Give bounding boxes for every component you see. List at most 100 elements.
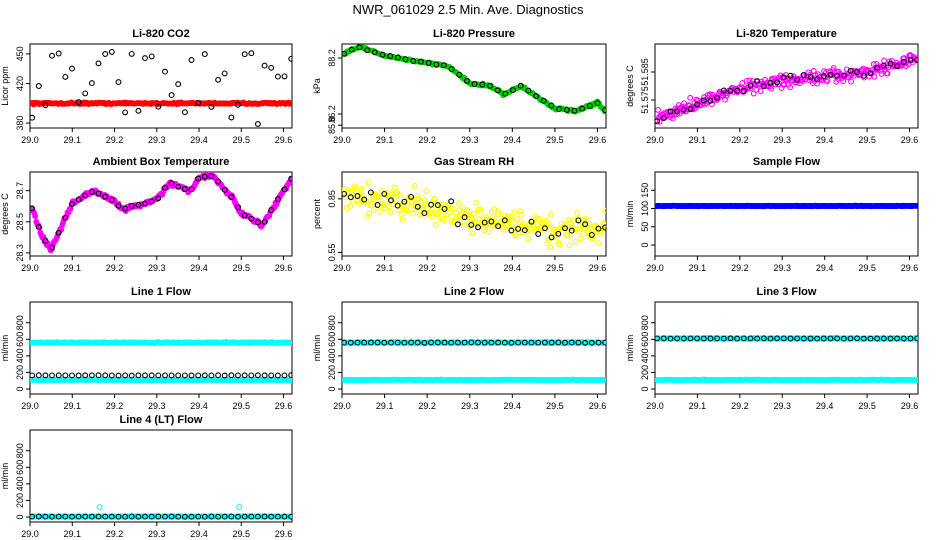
data-point xyxy=(757,88,764,95)
data-point xyxy=(402,56,409,63)
data-point xyxy=(35,83,42,89)
x-tick-label: 29.1 xyxy=(376,135,394,145)
chart-pressure: Li-820 Pressure 29.0 29.1 29.2 29.3 29.4 29.5 2… xyxy=(312,28,607,145)
data-point xyxy=(235,372,241,379)
y-axis-label: kPa xyxy=(312,78,322,94)
data-point xyxy=(800,72,807,78)
x-tick-label: 29.1 xyxy=(689,135,707,145)
data-point xyxy=(820,335,827,342)
y-axis-label: Licor ppm xyxy=(0,66,10,106)
data-point xyxy=(508,339,515,346)
x-tick-label: 29.6 xyxy=(901,401,919,411)
data-point xyxy=(460,222,467,229)
data-point xyxy=(155,103,162,110)
data-point xyxy=(366,210,373,217)
data-point xyxy=(674,335,681,342)
data-point xyxy=(261,62,268,69)
data-point xyxy=(102,193,109,200)
data-point xyxy=(867,335,874,342)
data-point xyxy=(878,70,885,77)
data-point xyxy=(800,335,807,342)
data-point xyxy=(564,232,571,239)
data-point xyxy=(42,102,49,109)
y-tick-label: 400 xyxy=(327,348,337,363)
data-point xyxy=(148,53,155,60)
data-point xyxy=(195,99,202,106)
data-point xyxy=(556,241,563,248)
data-point xyxy=(900,59,907,65)
data-point xyxy=(75,513,82,520)
data-point xyxy=(455,200,462,206)
series-line3-marks xyxy=(655,335,918,342)
data-point xyxy=(95,513,102,520)
data-point xyxy=(288,372,292,379)
data-point xyxy=(521,227,528,234)
data-point xyxy=(347,339,354,346)
data-point xyxy=(201,173,208,180)
data-point xyxy=(155,195,162,202)
series-ambient-marks xyxy=(30,173,292,251)
data-point xyxy=(453,213,460,220)
y-tick-label: 400 xyxy=(640,348,650,363)
data-point xyxy=(69,513,75,520)
data-point xyxy=(874,64,881,71)
data-point xyxy=(475,224,481,231)
data-point xyxy=(448,198,455,205)
data-point xyxy=(449,205,456,212)
data-point xyxy=(358,185,365,192)
y-tick-label: 800 xyxy=(15,443,25,458)
chart-title: Line 4 (LT) Flow xyxy=(120,414,203,426)
x-tick-label: 29.2 xyxy=(106,263,124,273)
data-point xyxy=(440,217,447,224)
data-point xyxy=(720,87,727,94)
data-point xyxy=(847,335,854,342)
data-point xyxy=(268,513,275,520)
data-point xyxy=(215,178,222,185)
data-point xyxy=(404,203,410,210)
data-point xyxy=(848,78,855,85)
x-tick-label: 29.3 xyxy=(773,401,791,411)
data-point xyxy=(30,513,36,520)
data-point xyxy=(475,339,481,346)
y-tick-label: 450 xyxy=(15,46,25,61)
data-point xyxy=(421,210,428,217)
data-point xyxy=(181,513,188,520)
data-point xyxy=(248,513,255,520)
x-tick-label: 29.4 xyxy=(190,135,208,145)
data-point xyxy=(49,513,55,520)
data-point xyxy=(501,339,508,346)
data-point xyxy=(914,56,918,63)
data-point xyxy=(417,58,424,65)
data-point xyxy=(468,339,475,346)
data-point xyxy=(82,192,89,199)
data-point xyxy=(181,186,188,192)
data-point xyxy=(388,339,394,346)
data-point xyxy=(578,225,585,232)
x-tick-label: 29.1 xyxy=(376,263,394,273)
x-tick-label: 29.1 xyxy=(63,529,81,539)
data-point xyxy=(175,513,182,520)
data-point xyxy=(513,231,520,238)
data-point xyxy=(88,372,95,379)
y-tick-label: 600 xyxy=(327,332,337,347)
x-tick-label: 29.1 xyxy=(63,401,81,411)
y-tick-label: 50 xyxy=(640,222,650,232)
data-point xyxy=(533,93,540,100)
data-point xyxy=(394,202,401,209)
data-point xyxy=(69,201,75,207)
data-point xyxy=(434,202,441,209)
x-tick-label: 29.3 xyxy=(461,401,479,411)
data-point xyxy=(376,194,382,201)
series-pressure-marks xyxy=(342,44,606,114)
data-point xyxy=(441,339,448,346)
data-point xyxy=(379,51,386,58)
chart-line1: Line 1 Flow 29.0 29.1 29.2 29.3 29.4 29.5 29.6 0… xyxy=(0,286,293,411)
data-point xyxy=(288,377,292,383)
data-point xyxy=(780,335,787,342)
data-point xyxy=(82,372,89,379)
data-point xyxy=(221,372,228,379)
data-point xyxy=(454,339,461,346)
data-point xyxy=(162,513,168,520)
x-tick-label: 29.4 xyxy=(190,263,208,273)
data-point xyxy=(69,65,75,72)
